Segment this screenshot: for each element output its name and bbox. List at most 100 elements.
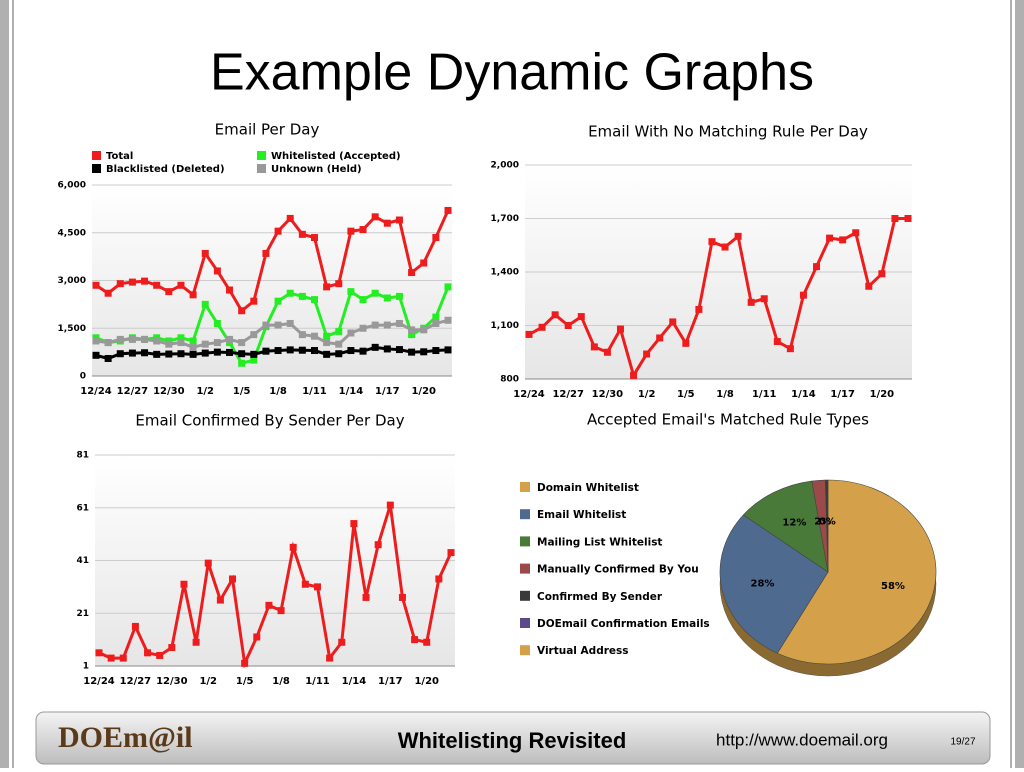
x-tick-label: 1/14 (791, 389, 816, 400)
slice-label: 28% (750, 579, 774, 590)
point (432, 313, 440, 321)
y-tick-label: 3,000 (58, 276, 86, 286)
point (374, 541, 382, 549)
point (201, 249, 209, 257)
point (201, 300, 209, 308)
point (347, 347, 355, 355)
point (238, 307, 246, 315)
slide-title: Example Dynamic Graphs (210, 44, 814, 102)
point (298, 331, 306, 339)
point (695, 305, 703, 313)
point (411, 636, 419, 644)
point (213, 348, 221, 356)
point (262, 249, 270, 257)
point (168, 644, 176, 652)
point (799, 291, 807, 299)
point (274, 321, 282, 329)
y-tick-label: 4,500 (58, 228, 86, 238)
y-tick-label: 800 (500, 375, 519, 385)
legend-swatch (257, 151, 266, 160)
legend-swatch (92, 164, 101, 173)
x-tick-label: 1/8 (269, 386, 287, 397)
point (435, 575, 443, 583)
point (116, 280, 124, 288)
point (238, 339, 246, 347)
point (371, 289, 379, 297)
right-border (1010, 0, 1012, 768)
point (189, 343, 197, 351)
legend-label: Blacklisted (Deleted) (106, 164, 225, 175)
x-tick-label: 1/17 (375, 386, 400, 397)
point (326, 654, 334, 662)
point (141, 349, 149, 357)
point (323, 332, 331, 340)
point (107, 654, 115, 662)
point (310, 347, 318, 355)
point (289, 543, 297, 551)
point (229, 575, 237, 583)
point (338, 638, 346, 646)
point (878, 270, 886, 278)
point (128, 349, 136, 357)
x-tick-label: 1/20 (411, 386, 436, 397)
point (177, 281, 185, 289)
point (408, 269, 416, 277)
point (335, 280, 343, 288)
point (826, 234, 834, 242)
point (447, 549, 455, 557)
point (444, 316, 452, 324)
point (865, 282, 873, 290)
point (383, 294, 391, 302)
footer-title: Whitelisting Revisited (398, 728, 627, 753)
x-tick-label: 1/17 (378, 676, 403, 687)
point (144, 649, 152, 657)
x-tick-label: 12/27 (120, 676, 152, 687)
point (165, 350, 173, 358)
point (359, 296, 367, 304)
point (286, 214, 294, 222)
point (603, 348, 611, 356)
point (128, 278, 136, 286)
point (165, 288, 173, 296)
x-tick-label: 1/11 (302, 386, 327, 397)
legend-label: Manually Confirmed By You (537, 564, 699, 576)
point (371, 213, 379, 221)
y-tick-label: 6,000 (58, 181, 86, 191)
pie-slice (719, 514, 829, 654)
point (128, 335, 136, 343)
point (386, 501, 394, 509)
slice-label: 2% (814, 517, 831, 528)
point (590, 343, 598, 351)
point (395, 346, 403, 354)
point (904, 215, 912, 222)
point (525, 330, 533, 338)
point (213, 267, 221, 275)
x-tick-label: 1/11 (305, 676, 330, 687)
point (347, 288, 355, 296)
point (444, 283, 452, 291)
point (153, 350, 161, 358)
point (760, 295, 768, 303)
point (95, 649, 103, 657)
legend-swatch (520, 536, 530, 547)
point (286, 289, 294, 297)
x-tick-label: 1/17 (830, 389, 855, 400)
point (310, 234, 318, 242)
chart-title: Email Confirmed By Sender Per Day (135, 412, 404, 430)
point (371, 321, 379, 329)
pie-slice (742, 480, 829, 573)
point (189, 337, 197, 345)
point (630, 371, 638, 379)
point (201, 349, 209, 357)
x-tick-label: 12/27 (117, 386, 149, 397)
legend-label: Unknown (Held) (271, 164, 362, 175)
point (347, 329, 355, 337)
chart-title: Accepted Email's Matched Rule Types (587, 411, 869, 429)
point (813, 263, 821, 271)
point (432, 347, 440, 355)
point (852, 229, 860, 237)
legend-swatch (520, 645, 530, 656)
page-number: 19/27 (950, 737, 975, 748)
